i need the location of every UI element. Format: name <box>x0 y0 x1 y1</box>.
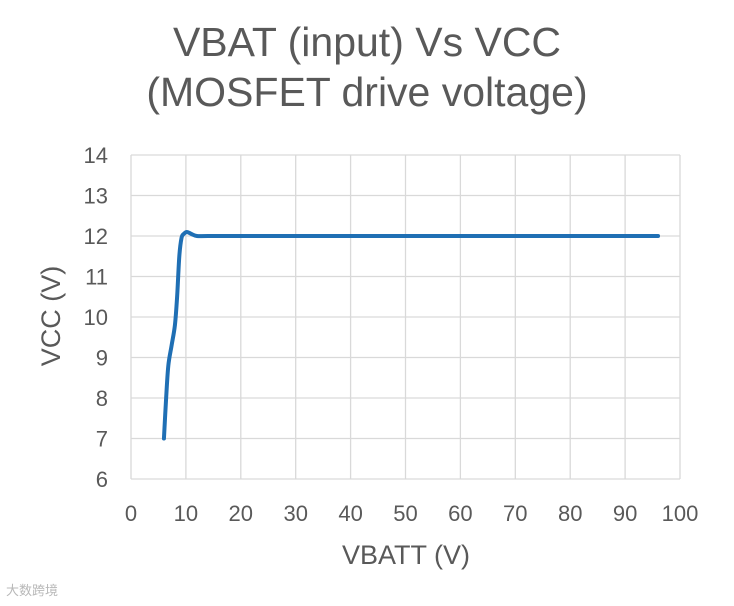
y-tick-label: 7 <box>96 427 108 452</box>
y-tick-label: 12 <box>84 224 108 249</box>
x-tick-labels: 0 10 20 30 40 50 60 70 80 90 100 <box>125 501 698 526</box>
x-tick-label: 70 <box>503 501 527 526</box>
x-tick-label: 30 <box>283 501 307 526</box>
x-tick-label: 90 <box>613 501 637 526</box>
x-tick-label: 60 <box>448 501 472 526</box>
x-tick-label: 100 <box>662 501 699 526</box>
series-line <box>161 229 661 441</box>
watermark-text: 大数跨境 <box>6 584 59 599</box>
x-tick-label: 0 <box>125 501 137 526</box>
series-group <box>161 229 661 441</box>
x-tick-label: 40 <box>338 501 362 526</box>
x-tick-label: 20 <box>229 501 253 526</box>
chart-title-line-1: VBAT (input) Vs VCC <box>172 19 562 65</box>
x-tick-label: 50 <box>393 501 417 526</box>
x-tick-label: 10 <box>174 501 198 526</box>
y-tick-label: 13 <box>84 184 108 209</box>
y-tick-label: 10 <box>84 305 108 330</box>
y-tick-label: 6 <box>96 467 108 492</box>
gridlines <box>130 154 681 480</box>
y-tick-label: 8 <box>96 386 108 411</box>
y-axis-label: VCC (V) <box>36 266 66 367</box>
chart-title-line-2: (MOSFET drive voltage) <box>146 69 588 115</box>
y-tick-label: 11 <box>85 265 108 290</box>
y-tick-label: 9 <box>96 346 108 371</box>
x-tick-label: 80 <box>558 501 582 526</box>
y-tick-label: 14 <box>84 143 108 168</box>
x-axis-label: VBATT (V) <box>342 540 470 570</box>
y-tick-labels: 6 7 8 9 10 11 12 13 14 <box>84 143 108 492</box>
